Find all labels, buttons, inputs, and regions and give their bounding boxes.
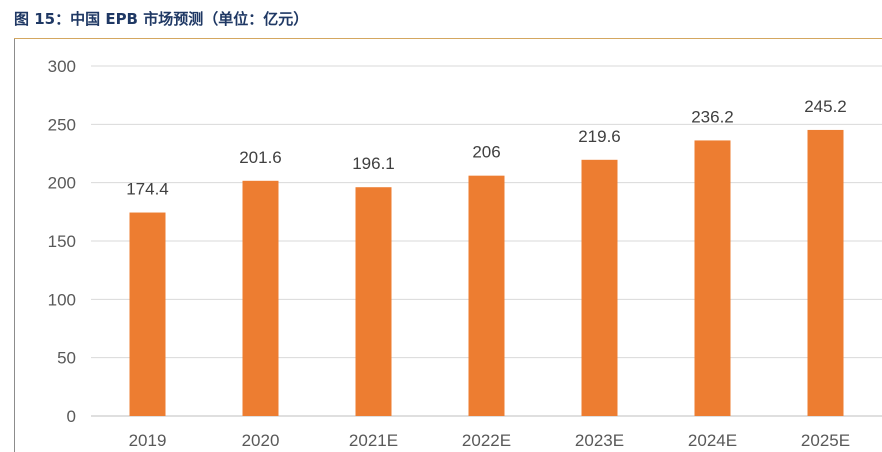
data-labels: 174.4 201.6 196.1 206 219.6 236.2 245.2 — [126, 97, 847, 199]
gridlines — [91, 65, 882, 417]
chart-title: 图 15：中国 EPB 市场预测（单位：亿元） — [14, 10, 309, 28]
x-tick-label-2023E: 2023E — [575, 431, 624, 450]
data-label-2023E: 219.6 — [578, 127, 621, 146]
bar-2019 — [129, 212, 166, 416]
bar-2020 — [242, 180, 279, 416]
x-axis-ticks: 2019 2020 2021E 2022E 2023E 2024E 2025E — [129, 431, 851, 450]
bar-2025E — [807, 129, 844, 416]
y-tick-label-50: 50 — [57, 349, 76, 368]
data-label-2022E: 206 — [472, 143, 500, 162]
y-tick-label-300: 300 — [48, 57, 76, 76]
y-axis-ticks: 0 50 100 150 200 250 300 — [48, 57, 76, 426]
x-tick-label-2022E: 2022E — [462, 431, 511, 450]
y-tick-label-0: 0 — [67, 407, 76, 426]
x-tick-label-2025E: 2025E — [801, 431, 850, 450]
y-tick-label-200: 200 — [48, 174, 76, 193]
x-tick-label-2020: 2020 — [242, 431, 280, 450]
data-label-2024E: 236.2 — [691, 107, 734, 126]
bar-2021E — [355, 187, 392, 416]
x-tick-label-2021E: 2021E — [349, 431, 398, 450]
bar-2022E — [468, 175, 505, 416]
data-label-2019: 174.4 — [126, 180, 169, 199]
bars — [129, 129, 844, 417]
x-tick-label-2024E: 2024E — [688, 431, 737, 450]
data-label-2020: 201.6 — [239, 148, 282, 167]
left-border — [14, 39, 15, 452]
x-tick-label-2019: 2019 — [129, 431, 167, 450]
bar-2023E — [581, 159, 618, 417]
y-tick-label-150: 150 — [48, 232, 76, 251]
title-divider — [14, 38, 882, 39]
data-label-2021E: 196.1 — [352, 154, 395, 173]
data-label-2025E: 245.2 — [804, 97, 847, 116]
bar-2024E — [694, 140, 731, 416]
y-tick-label-250: 250 — [48, 115, 76, 134]
y-tick-label-100: 100 — [48, 290, 76, 309]
